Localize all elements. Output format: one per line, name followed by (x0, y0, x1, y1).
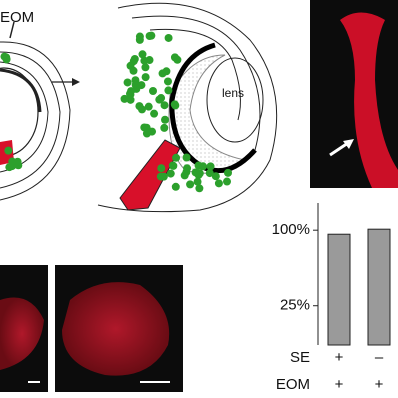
eye-diagram (97, 2, 278, 213)
photo-arrow (329, 141, 349, 157)
eom-cell (168, 161, 177, 170)
eom-cell (182, 153, 191, 162)
eom-cell (172, 153, 181, 162)
eom-cell (144, 102, 153, 111)
row-value: + (335, 349, 344, 366)
photo-signal (0, 297, 44, 370)
row-label: EOM (276, 376, 310, 393)
eom-cell (171, 101, 180, 110)
photo-signal (340, 12, 398, 188)
bar (367, 228, 391, 346)
eye-diagram-small (0, 21, 71, 201)
eom-cell (194, 161, 203, 170)
bar-chart: 25% 100% + + – + SE EOM (272, 203, 391, 393)
row-value: + (375, 376, 384, 393)
eom-cell (4, 146, 13, 155)
eom-cell (170, 53, 179, 62)
eom-cell (162, 67, 171, 76)
eom-cell (166, 169, 175, 178)
eom-cell (145, 56, 154, 65)
eom-cell (127, 87, 136, 96)
eom-cell (137, 81, 146, 90)
eom-cell (149, 87, 158, 96)
lens-label: lens (222, 86, 244, 100)
bar (327, 233, 351, 346)
eom-cell (135, 32, 144, 41)
eom-cell (180, 171, 189, 180)
eom-cell (160, 101, 169, 110)
eom-cell (155, 95, 164, 104)
photo-signal (62, 282, 170, 376)
row-value: – (375, 349, 384, 366)
row-label: SE (290, 349, 310, 366)
eom-cell (129, 66, 138, 75)
eom-cell (163, 77, 172, 86)
eom-cell (193, 177, 202, 186)
eom-cell (150, 109, 159, 118)
eom-cell (186, 180, 195, 189)
eom-cell (137, 105, 146, 114)
y-tick-label: 25% (280, 297, 310, 314)
eom-cell (120, 94, 129, 103)
eom-cell (164, 86, 173, 95)
eom-cell (8, 162, 17, 171)
eom-cell (157, 164, 166, 173)
eom-cell (223, 177, 232, 186)
eom-cell (191, 168, 200, 177)
y-tick-label: 100% (272, 221, 310, 238)
eom-cell (142, 123, 151, 132)
eom-cell (224, 168, 233, 177)
eom-cell (123, 78, 132, 87)
eom-cell (195, 184, 204, 193)
eom-cell (141, 63, 150, 72)
eom-cells (0, 31, 233, 193)
eom-cell (131, 80, 140, 89)
eom-cell (142, 129, 151, 138)
arrow-head (72, 78, 80, 86)
eom-cell (211, 172, 220, 181)
eom-cell (141, 73, 150, 82)
eom-cell (205, 169, 214, 178)
eom-label: EOM (0, 9, 34, 26)
photo-arrow-head (343, 139, 354, 149)
eom-cell (130, 54, 139, 63)
eom-cell (164, 33, 173, 42)
eom-cell (2, 53, 11, 62)
eom-cell (161, 115, 170, 124)
eom-cell (171, 182, 180, 191)
eom-cell (159, 172, 168, 181)
eom-cell (13, 157, 22, 166)
eom-cell (214, 179, 223, 188)
eom-cell (183, 164, 192, 173)
row-value: + (335, 376, 344, 393)
retina (168, 54, 247, 174)
eom-cell (206, 162, 215, 171)
eom-cell (138, 50, 147, 59)
eom-cell (145, 31, 154, 40)
eom-cell (160, 123, 169, 132)
